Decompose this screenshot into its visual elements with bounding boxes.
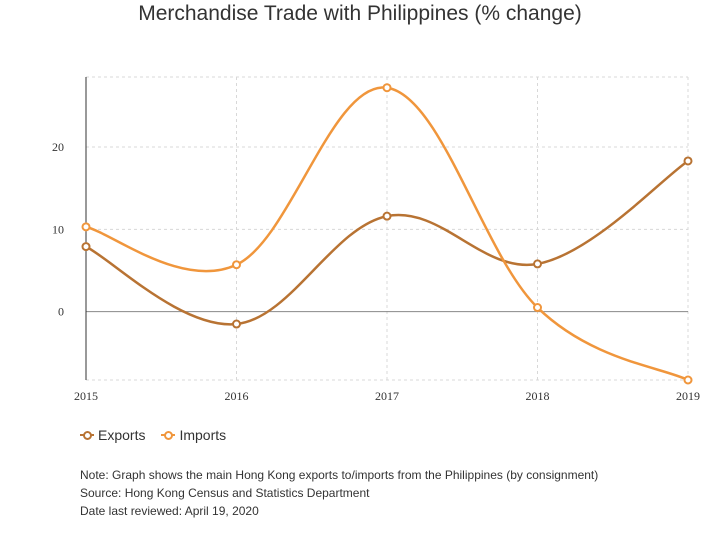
data-point-exports[interactable]	[382, 211, 392, 221]
y-tick-label: 10	[52, 222, 64, 236]
data-point-exports[interactable]	[533, 259, 542, 269]
line-chart: 0 10 20 2015 2016 2017 2018 2019	[52, 76, 700, 403]
data-point-exports[interactable]	[81, 242, 91, 252]
grid-lines	[85, 76, 689, 381]
y-tick-label: 0	[58, 305, 64, 319]
data-point-imports[interactable]	[232, 260, 241, 270]
series-points	[81, 83, 693, 385]
x-tick-label: 2019	[676, 389, 700, 403]
x-tick-label: 2017	[375, 389, 399, 403]
data-point-imports[interactable]	[533, 303, 542, 313]
source-text: Source: Hong Kong Census and Statistics …	[80, 486, 370, 500]
legend-line-icon	[161, 430, 176, 440]
data-point-exports[interactable]	[683, 156, 693, 166]
chart-notes: Note: Graph shows the main Hong Kong exp…	[80, 466, 598, 520]
legend: Exports Imports	[80, 427, 242, 443]
date-reviewed-text: Date last reviewed: April 19, 2020	[80, 504, 259, 518]
data-point-imports[interactable]	[683, 375, 693, 385]
data-point-exports[interactable]	[232, 319, 241, 329]
x-tick-label: 2018	[526, 389, 550, 403]
legend-label-imports: Imports	[179, 427, 227, 443]
note-text: Note: Graph shows the main Hong Kong exp…	[80, 468, 599, 482]
legend-item-exports[interactable]: Exports	[80, 427, 145, 443]
data-point-imports[interactable]	[81, 222, 91, 232]
chart-title: Merchandise Trade with Philippines (% ch…	[138, 2, 582, 25]
legend-line-icon	[80, 430, 94, 440]
legend-item-imports[interactable]: Imports	[161, 427, 226, 443]
x-tick-label: 2016	[225, 389, 249, 403]
y-tick-label: 20	[52, 140, 64, 154]
x-tick-label: 2015	[74, 389, 98, 403]
tick-labels: 0 10 20 2015 2016 2017 2018 2019	[52, 140, 700, 403]
legend-label-exports: Exports	[98, 427, 146, 443]
data-point-imports[interactable]	[382, 83, 392, 93]
